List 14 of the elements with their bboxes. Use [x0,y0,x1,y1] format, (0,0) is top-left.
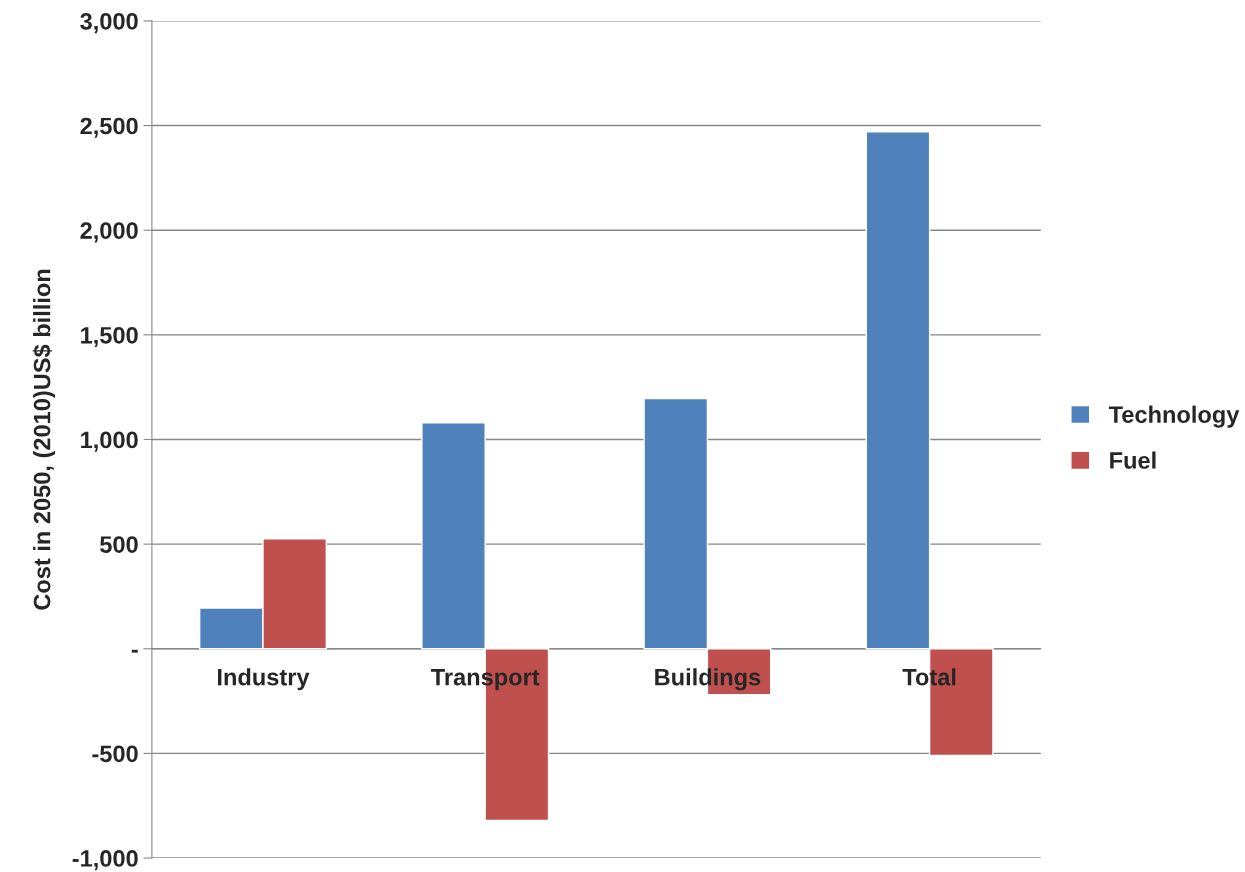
y-tick-label: -1,000 [72,850,138,871]
x-tick-label: Industry [218,668,310,691]
y-tick-label: 2,500 [80,117,138,138]
y-tick-label: - [131,649,138,653]
y-tick-label: 1,500 [81,326,138,348]
y-tick-label: -500 [92,745,138,763]
y-tick-label: 3,000 [80,13,138,34]
legend-label: Technology [1108,405,1240,428]
y-tick-label: 500 [100,536,138,553]
legend-label: Fuel [1110,451,1156,469]
y-axis-title: Cost in 2050, (2010)US$ billion [32,269,56,610]
y-tick-label: 1,000 [81,431,138,452]
x-tick-label: Buildings [655,668,761,691]
y-tick-label: 2,000 [80,222,138,243]
